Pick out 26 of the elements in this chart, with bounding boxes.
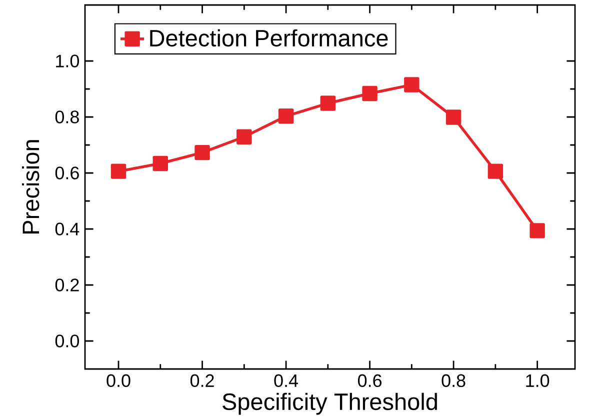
x-tick-label: 1.0 [526,374,550,388]
x-axis-title: Specificity Threshold [222,392,437,415]
x-tick-label: 0.8 [442,374,466,388]
x-tick-label: 0.2 [190,374,214,388]
point [194,144,210,160]
point [236,129,252,144]
point [110,164,126,179]
point [278,108,294,124]
x-tick-label: 0.4 [274,374,298,388]
point [152,156,168,172]
y-tick-label: 0.0 [55,334,79,348]
point [530,223,545,238]
point [362,86,378,102]
x-tick-label: 0.0 [106,374,130,388]
y-tick-label: 0.2 [55,278,79,292]
y-axis-title: Precision [22,140,40,234]
y-tick-label: 1.0 [56,54,79,68]
y-tick-label: 0.8 [55,110,79,124]
legend-label: Detection Performance [150,29,388,47]
point [446,110,462,125]
y-tick-label: 0.6 [55,166,79,180]
point [488,164,504,179]
y-tick-label: 0.4 [55,222,80,236]
point [320,96,336,111]
x-tick-label: 0.6 [358,374,382,388]
point [404,77,420,92]
